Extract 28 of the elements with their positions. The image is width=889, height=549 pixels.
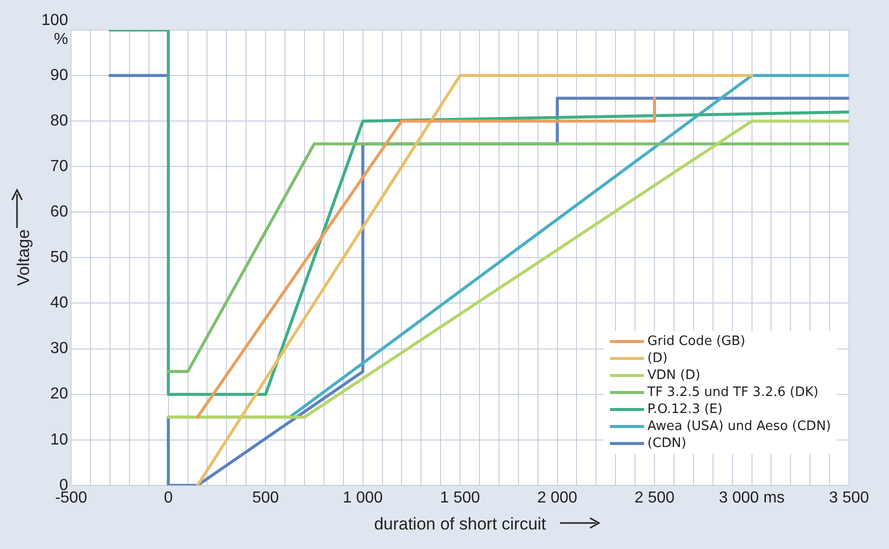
legend-label: Grid Code (GB) [647,333,746,350]
x-tick-label: 2 500 [634,489,675,506]
y-tick-label: 70 [50,158,68,176]
legend-label: TF 3.2.5 und TF 3.2.6 (DK) [647,384,818,401]
legend-label: VDN (D) [647,367,700,384]
legend-label: (CDN) [647,435,686,452]
y-tick-label: 20 [50,386,68,403]
legend-label: (D) [647,350,668,367]
y-axis-title: Voltage [14,229,33,286]
y-tick-label: 90 [50,66,68,84]
y-tick-label: 10 [50,431,68,448]
x-tick-label: 500 [252,489,280,506]
legend-label: P.O.12.3 (E) [647,401,723,418]
y-tick-label: 40 [50,294,68,312]
y-tick-label: 30 [50,340,68,358]
y-tick-label: 80 [50,112,68,130]
y-tick-label: 50 [50,249,68,266]
x-tick-label: 0 [164,489,173,506]
legend-label: Awea (USA) und Aeso (CDN) [647,418,831,435]
y-tick-label: 60 [50,204,68,221]
x-tick-label: 1 000 [342,489,383,506]
x-tick-label: 3 500 [828,489,870,506]
x-tick-label: 3 000 ms [718,489,785,506]
x-axis-title: duration of short circuit [374,514,546,534]
x-tick-label: -500 [55,489,88,506]
y-tick-label: 100 % [41,12,68,48]
x-tick-label: 1 500 [440,489,480,506]
x-tick-label: 2 000 [537,489,578,506]
